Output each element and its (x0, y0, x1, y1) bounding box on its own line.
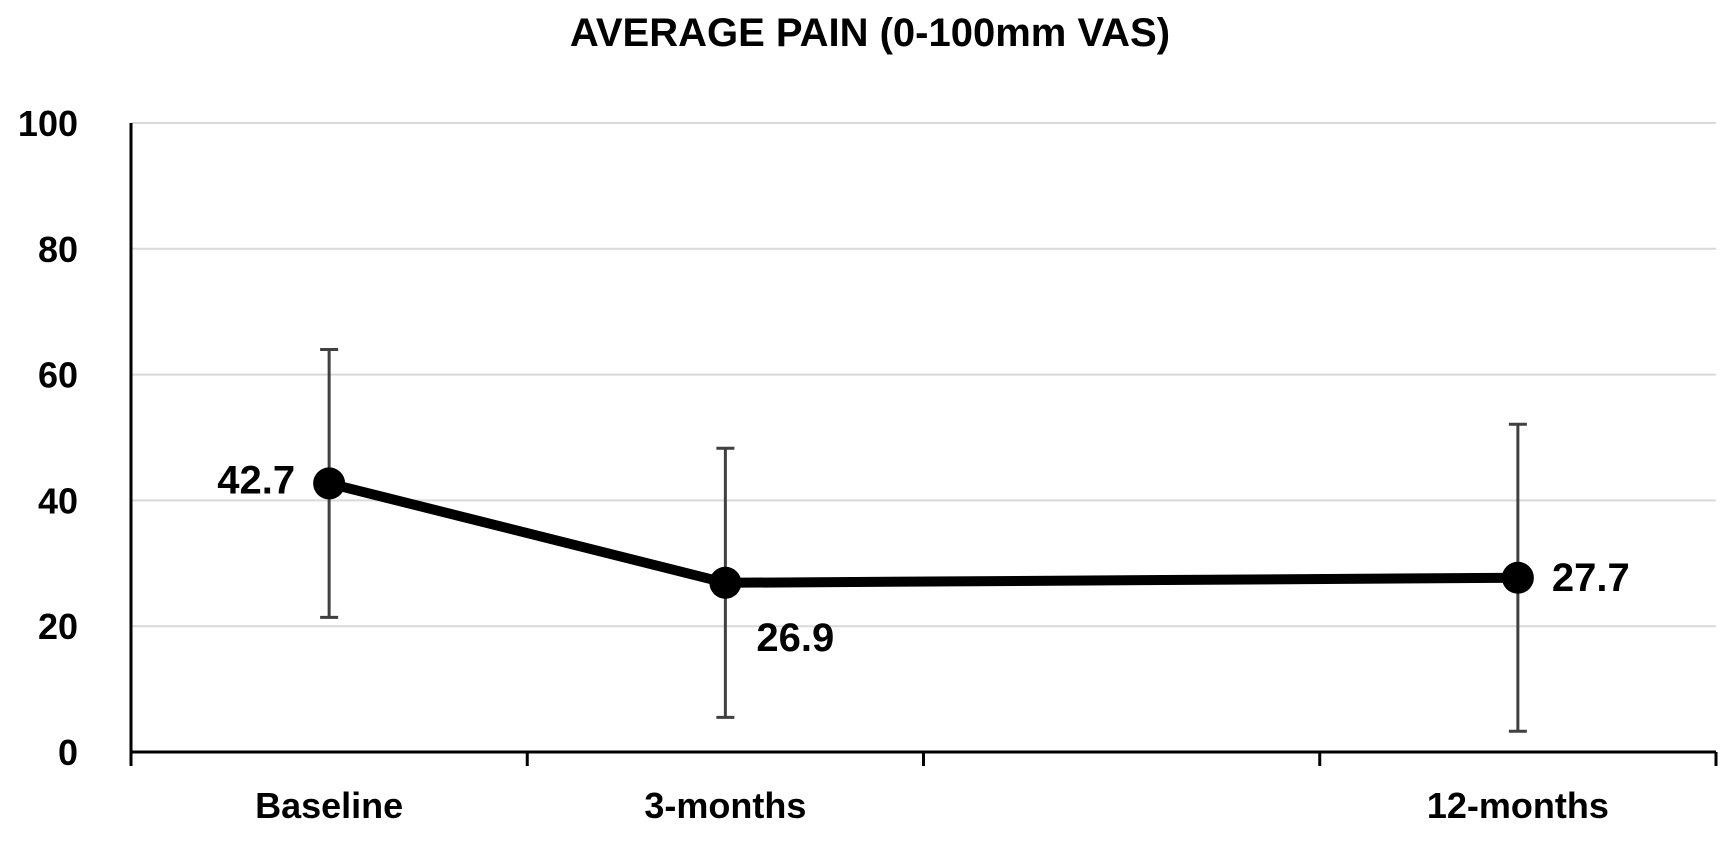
data-point (313, 467, 346, 500)
data-labels: 42.7 26.9 27.7 (217, 458, 1629, 659)
y-tick-label: 20 (38, 606, 78, 647)
gridlines (131, 122, 1716, 628)
series-line (327, 478, 1518, 588)
y-tick-label: 100 (18, 103, 78, 144)
series-line-path (327, 478, 1518, 588)
axes (129, 123, 1716, 754)
data-label: 42.7 (217, 458, 295, 502)
chart-title: AVERAGE PAIN (0-100mm VAS) (570, 11, 1170, 55)
y-axis-tick-labels: 0 20 40 60 80 100 (18, 103, 78, 773)
x-category-label: Baseline (255, 785, 403, 826)
y-tick-label: 60 (38, 355, 78, 396)
data-label: 26.9 (756, 616, 834, 660)
data-label: 27.7 (1552, 556, 1630, 600)
x-axis-category-labels: Baseline 3-months 12-months (255, 785, 1609, 826)
data-point (1501, 561, 1534, 594)
y-tick-label: 80 (38, 229, 78, 270)
x-category-label: 12-months (1427, 785, 1609, 826)
x-category-label: 3-months (644, 785, 806, 826)
error-bars (320, 347, 1527, 733)
data-points (313, 467, 1534, 599)
y-tick-label: 40 (38, 480, 78, 521)
data-point (709, 566, 742, 599)
y-tick-label: 0 (58, 732, 78, 773)
x-axis-ticks (129, 752, 1718, 766)
